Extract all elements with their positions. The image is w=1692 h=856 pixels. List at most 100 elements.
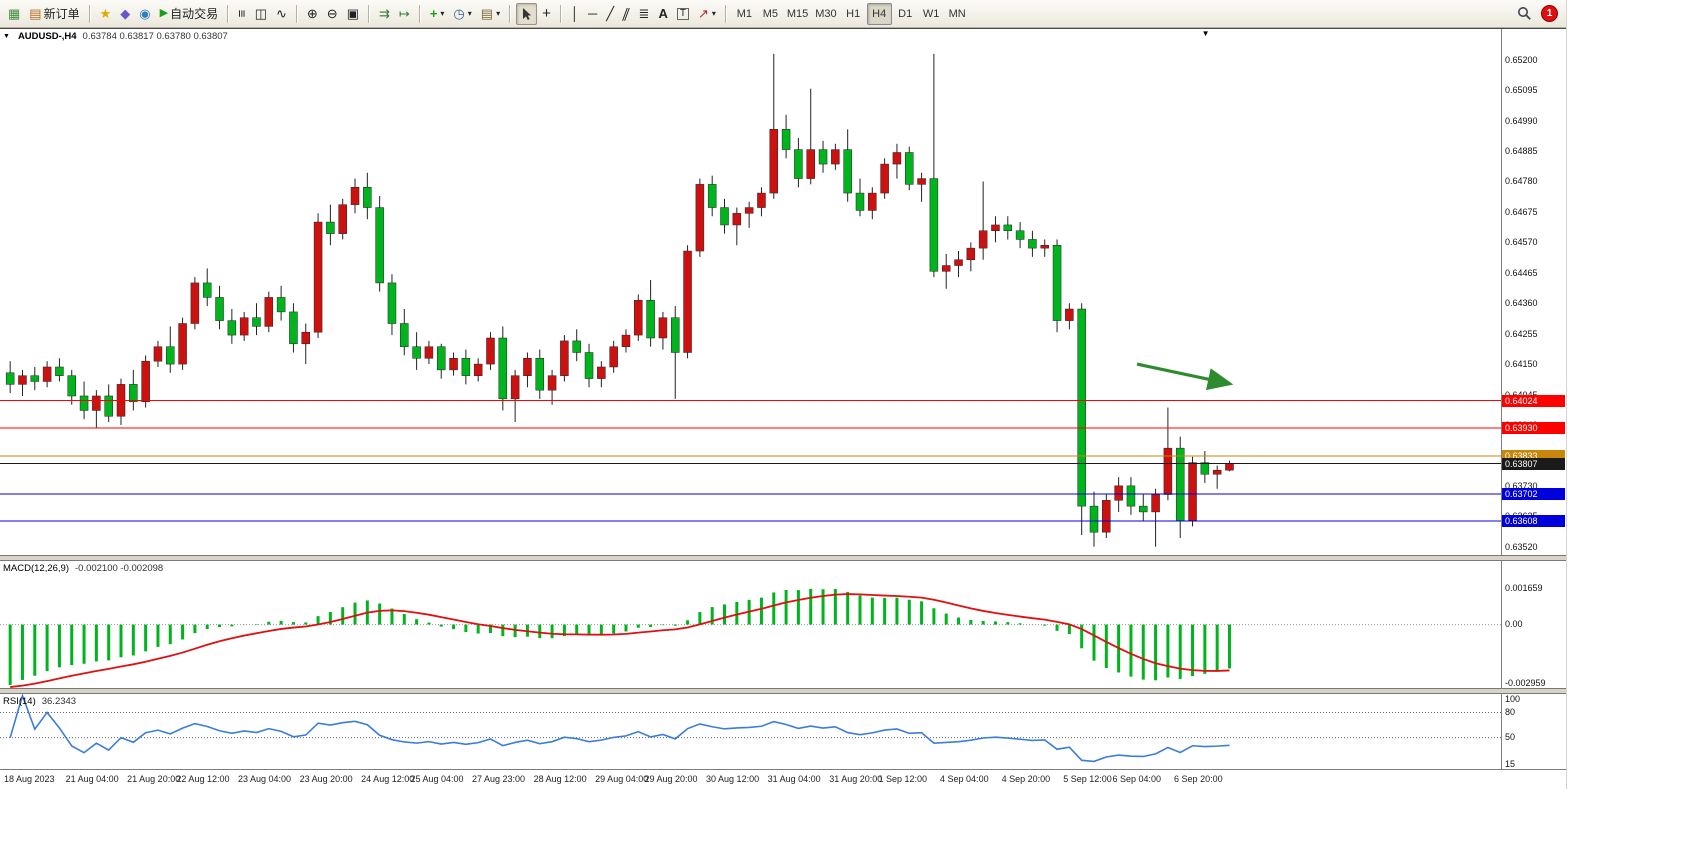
candle-up xyxy=(769,129,779,194)
new-chart-icon: ▦ xyxy=(8,6,21,21)
candle-down xyxy=(326,221,335,234)
symbol-label: AUDUSD-,H4 xyxy=(17,31,77,42)
candle-up xyxy=(153,346,163,362)
notification-badge[interactable]: 1 xyxy=(1541,5,1558,22)
candle-up xyxy=(1212,469,1222,475)
vertical-line-icon: │ xyxy=(570,6,579,21)
candle-down xyxy=(720,207,729,226)
trendline-button[interactable]: ╱ xyxy=(602,3,618,25)
rsi-plot[interactable] xyxy=(0,693,1502,770)
price-tick-label: 0.64045 xyxy=(1505,390,1538,400)
periods-button[interactable]: ◷ ▾ xyxy=(449,3,475,25)
candle-up xyxy=(1040,244,1049,249)
macd-signal-line xyxy=(10,592,1230,688)
candle-down xyxy=(227,320,237,336)
arrows-tool-button[interactable]: ↗ ▾ xyxy=(694,3,720,25)
pane-splitter[interactable] xyxy=(0,554,1566,561)
text-icon: A xyxy=(658,6,668,21)
community-button[interactable]: ★ xyxy=(96,3,116,25)
line-chart-button[interactable]: ∿ xyxy=(272,3,291,25)
bar-chart-button[interactable]: ≡ xyxy=(234,3,250,25)
price-tick-label: 0.65095 xyxy=(1505,85,1538,96)
candle-down xyxy=(79,395,89,411)
candle-down xyxy=(535,358,545,391)
candle-up xyxy=(880,163,889,194)
time-axis-label: 21 Aug 20:00 xyxy=(127,774,181,785)
macd-axis-label: 0.00 xyxy=(1505,619,1523,630)
search-button[interactable] xyxy=(1513,3,1536,25)
candle-up xyxy=(486,337,495,365)
timeframe-button-m5[interactable]: M5 xyxy=(758,3,783,25)
equidistant-channel-button[interactable]: ∥ xyxy=(619,3,634,25)
timeframe-button-mn[interactable]: MN xyxy=(945,3,970,25)
collapse-icon[interactable]: ▼ xyxy=(3,33,10,40)
auto-scroll-button[interactable]: ⇉ xyxy=(375,3,394,25)
auto-scroll-icon: ⇉ xyxy=(379,6,390,21)
trend-arrow-annotation[interactable] xyxy=(1136,362,1234,391)
candle-up xyxy=(634,300,643,336)
candle-down xyxy=(818,149,828,165)
chart-shift-button[interactable]: ↦ xyxy=(395,3,414,25)
rsi-axis-label: 50 xyxy=(1505,732,1516,743)
timeframe-button-m30[interactable]: M30 xyxy=(812,3,839,25)
time-axis-label: 29 Aug 04:00 xyxy=(595,774,649,785)
chart-shift-marker-icon[interactable]: ▼ xyxy=(1201,29,1210,38)
candle-up xyxy=(658,317,668,339)
zoom-out-button[interactable]: ⊖ xyxy=(323,3,342,25)
candle-down xyxy=(375,207,384,284)
pane-splitter[interactable] xyxy=(0,687,1566,694)
time-axis[interactable]: 18 Aug 2023 21 Aug 04:00 21 Aug 20:00 22 Au… xyxy=(0,769,1566,790)
time-axis-label: 5 Sep 12:00 xyxy=(1063,774,1112,785)
main-chart-plot[interactable] xyxy=(0,29,1502,555)
autotrading-button[interactable]: ▶ 自动交易 xyxy=(156,3,222,25)
timeframe-button-h4[interactable]: H4 xyxy=(866,2,892,25)
vertical-line-button[interactable]: │ xyxy=(567,3,583,25)
candle-down xyxy=(929,178,939,272)
time-axis-label: 27 Aug 23:00 xyxy=(472,774,526,785)
new-order-button[interactable]: ▤ 新订单 xyxy=(25,3,83,25)
candle-down xyxy=(1052,244,1062,321)
candle-down xyxy=(5,372,15,385)
time-axis-label: 25 Aug 04:00 xyxy=(410,774,464,785)
price-line-label: 0.63930 xyxy=(1502,421,1565,434)
candle-down xyxy=(1015,230,1025,240)
candle-up xyxy=(178,323,187,365)
timeframe-button-m15[interactable]: M15 xyxy=(784,3,811,25)
macd-plot[interactable] xyxy=(0,561,1502,688)
timeframe-button-h1[interactable]: H1 xyxy=(841,3,866,25)
timeframe-button-d1[interactable]: D1 xyxy=(893,3,918,25)
fibonacci-button[interactable]: ≣ xyxy=(635,3,654,25)
rsi-value: 36.2343 xyxy=(41,695,77,707)
crosshair-button[interactable]: + xyxy=(538,3,555,25)
price-axis[interactable]: 0.65200 0.65095 0.64990 0.64885 0.64780 0.646… xyxy=(1501,29,1566,555)
metaeditor-button[interactable]: ◆ xyxy=(116,3,134,25)
candle-down xyxy=(498,337,508,400)
candle-up xyxy=(1188,462,1197,521)
cursor-icon xyxy=(523,7,532,20)
text-label-button[interactable]: T xyxy=(673,3,693,25)
candle-up xyxy=(954,259,963,266)
toolbar-separator xyxy=(368,4,370,23)
guide-button[interactable]: ◉ xyxy=(135,3,154,25)
candlestick-chart-button[interactable]: ◫ xyxy=(251,3,271,25)
zoom-in-button[interactable]: ⊕ xyxy=(303,3,322,25)
zoom-out-icon: ⊖ xyxy=(326,6,338,21)
tile-windows-button[interactable]: ▣ xyxy=(343,3,363,25)
candle-down xyxy=(461,358,471,376)
cursor-button[interactable] xyxy=(516,2,538,25)
templates-button[interactable]: ▤ ▾ xyxy=(477,3,504,25)
chart-shift-icon: ↦ xyxy=(398,6,410,21)
candle-up xyxy=(991,224,1000,231)
price-tick-label: 0.64255 xyxy=(1505,328,1538,339)
horizontal-line-button[interactable]: ─ xyxy=(584,3,601,25)
text-button[interactable]: A xyxy=(654,3,671,25)
timeframe-button-m1[interactable]: M1 xyxy=(732,3,757,25)
candle-up xyxy=(264,297,274,327)
indicators-button[interactable]: + ▾ xyxy=(426,3,449,25)
candle-down xyxy=(202,282,212,298)
new-chart-button[interactable]: ▦ xyxy=(4,3,24,25)
timeframe-button-w1[interactable]: W1 xyxy=(919,3,944,25)
toolbar-separator xyxy=(509,4,512,23)
macd-title: MACD(12,26,9) -0.002100 -0.002098 xyxy=(3,563,163,574)
autotrading-label: 自动交易 xyxy=(170,7,219,21)
